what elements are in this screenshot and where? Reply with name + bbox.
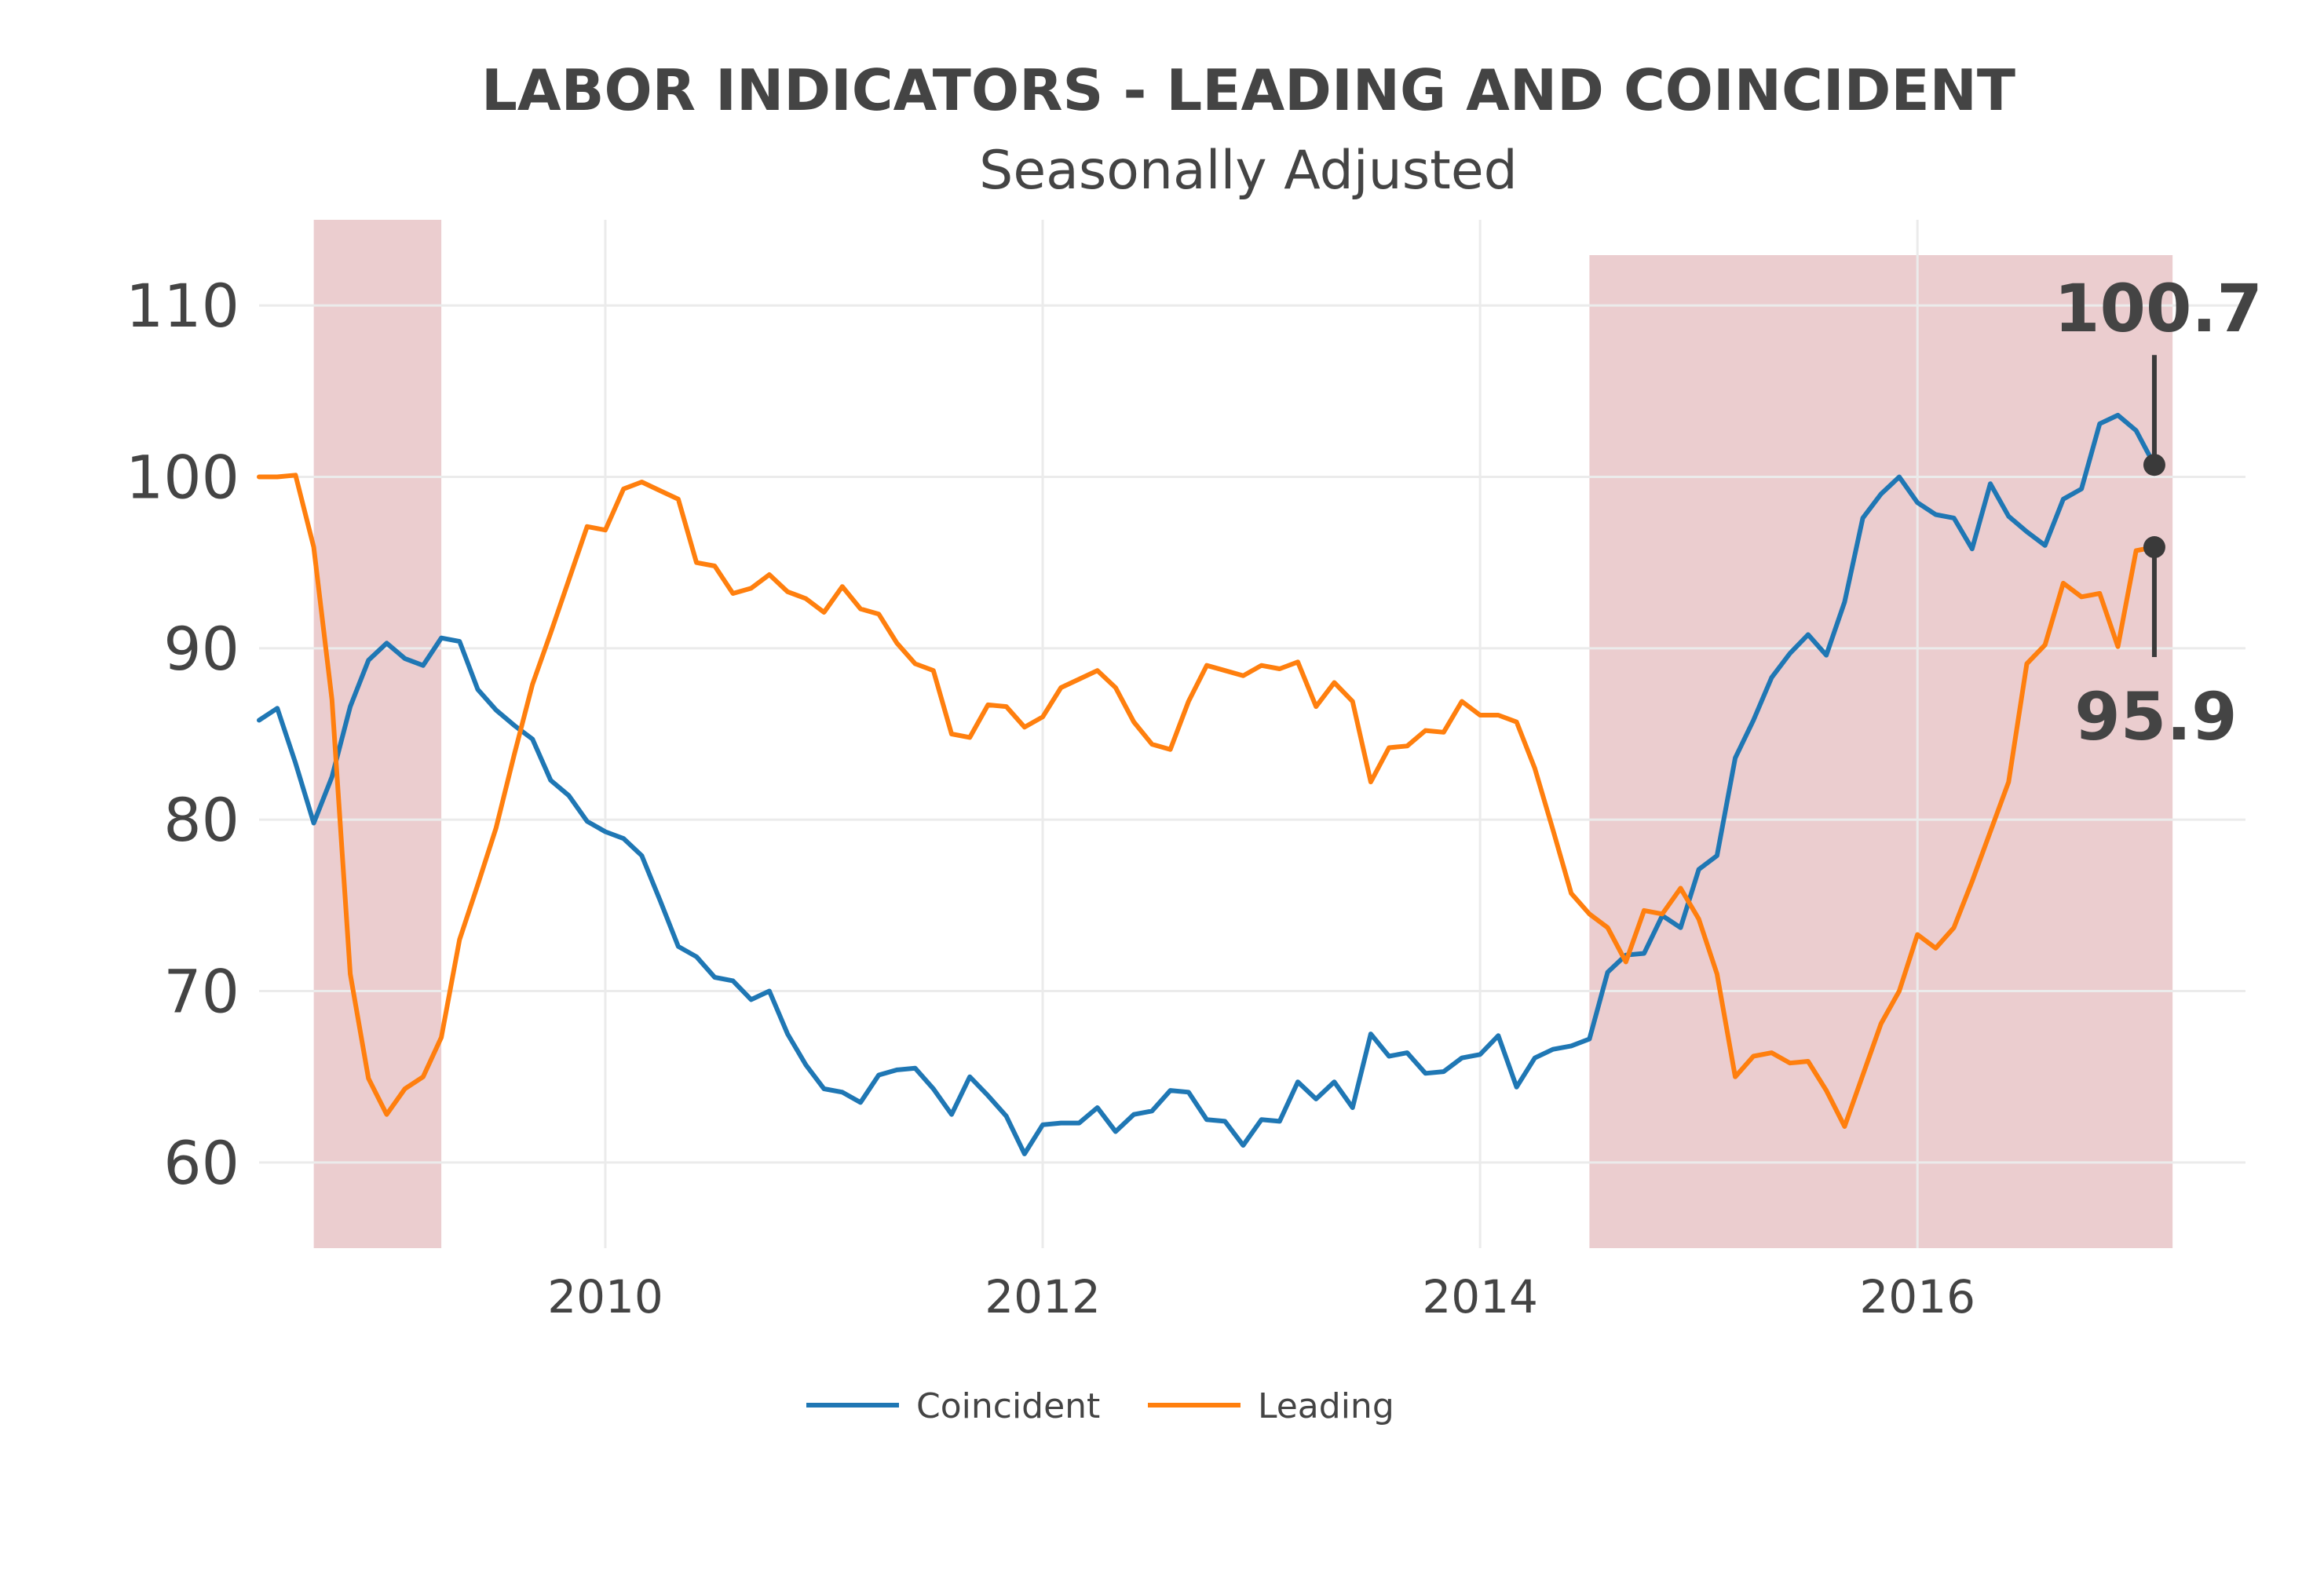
grid-lines [259, 220, 2245, 1248]
legend-item-coincident[interactable]: Coincident [806, 1386, 1100, 1426]
series-line-leading [257, 473, 2157, 1129]
annotation-label-coincident: 100.7 [2054, 270, 2263, 347]
x-tick-label: 2012 [985, 1270, 1101, 1324]
x-tick-label: 2016 [1859, 1270, 1975, 1324]
legend-label: Leading [1258, 1386, 1394, 1426]
y-tick-label: 90 [163, 614, 239, 684]
x-axis-ticks: 2010 2012 2014 2016 [547, 1270, 1975, 1324]
shaded-regions [313, 220, 2173, 1248]
legend-label: Coincident [916, 1386, 1100, 1426]
series-line-coincident [257, 412, 2157, 1156]
y-axis-ticks: 60 70 80 90 100 110 [126, 271, 239, 1198]
legend[interactable]: Coincident Leading [806, 1386, 1394, 1426]
annotation-marker [2143, 536, 2165, 559]
y-tick-label: 60 [163, 1128, 239, 1198]
y-tick-label: 70 [163, 957, 239, 1027]
y-tick-label: 110 [126, 271, 239, 341]
legend-item-leading[interactable]: Leading [1148, 1386, 1394, 1426]
x-tick-label: 2014 [1422, 1270, 1538, 1324]
x-tick-label: 2010 [547, 1270, 663, 1324]
annotation-marker [2143, 454, 2165, 476]
annotation-label-leading: 95.9 [2074, 678, 2237, 755]
annotations: 100.7 95.9 [2054, 270, 2263, 755]
chart-subtitle: Seasonally Adjusted [979, 140, 1518, 202]
y-tick-label: 80 [163, 785, 239, 855]
y-tick-label: 100 [126, 443, 239, 513]
series-lines [257, 412, 2157, 1156]
chart-title: LABOR INDICATORS - LEADING AND COINCIDEN… [481, 57, 2015, 123]
shaded-region-2 [1589, 255, 2173, 1248]
